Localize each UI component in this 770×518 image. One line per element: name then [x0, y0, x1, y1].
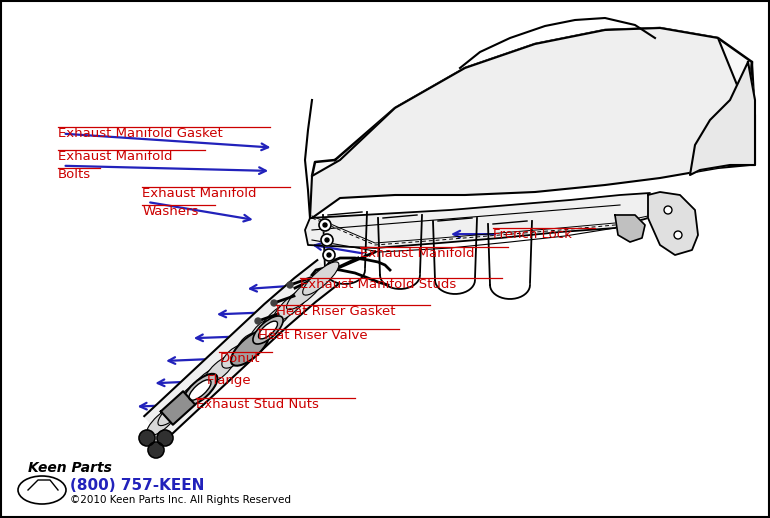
Circle shape: [255, 318, 261, 324]
Polygon shape: [310, 28, 755, 218]
Polygon shape: [435, 278, 475, 294]
Ellipse shape: [205, 355, 236, 384]
Ellipse shape: [146, 407, 178, 436]
Polygon shape: [144, 260, 339, 440]
Text: Keen Parts: Keen Parts: [28, 461, 112, 475]
Polygon shape: [648, 192, 698, 255]
Text: (800) 757-KEEN: (800) 757-KEEN: [70, 479, 204, 494]
Ellipse shape: [222, 345, 246, 368]
Ellipse shape: [262, 303, 293, 333]
Ellipse shape: [253, 316, 283, 344]
Ellipse shape: [189, 380, 211, 400]
Circle shape: [323, 223, 327, 227]
Ellipse shape: [231, 330, 269, 366]
Text: ©2010 Keen Parts Inc. All Rights Reserved: ©2010 Keen Parts Inc. All Rights Reserve…: [70, 495, 291, 505]
Ellipse shape: [303, 262, 339, 295]
Ellipse shape: [237, 333, 260, 354]
Text: Flange: Flange: [206, 374, 251, 387]
Text: Exhaust Stud Nuts: Exhaust Stud Nuts: [196, 397, 320, 411]
Ellipse shape: [171, 377, 211, 414]
Polygon shape: [312, 28, 752, 186]
Text: Bolts: Bolts: [58, 168, 91, 181]
Text: Exhaust Manifold: Exhaust Manifold: [142, 186, 257, 199]
Circle shape: [321, 234, 333, 246]
Circle shape: [325, 238, 329, 242]
Ellipse shape: [158, 392, 196, 426]
Polygon shape: [380, 273, 420, 289]
Circle shape: [158, 431, 172, 445]
Circle shape: [323, 249, 335, 261]
Text: Heat Riser Valve: Heat Riser Valve: [258, 329, 367, 342]
Polygon shape: [325, 268, 365, 284]
Circle shape: [149, 443, 163, 457]
Text: Exhaust Manifold: Exhaust Manifold: [360, 247, 475, 261]
Circle shape: [271, 300, 277, 306]
Ellipse shape: [182, 374, 217, 406]
Polygon shape: [690, 62, 755, 175]
Text: Washers: Washers: [142, 205, 199, 218]
Circle shape: [319, 219, 331, 231]
Ellipse shape: [259, 321, 277, 339]
Polygon shape: [615, 215, 645, 242]
Ellipse shape: [273, 287, 311, 322]
Text: Exhaust Manifold: Exhaust Manifold: [58, 150, 172, 163]
Circle shape: [140, 431, 154, 445]
Polygon shape: [490, 283, 530, 299]
Circle shape: [664, 206, 672, 214]
Polygon shape: [161, 391, 195, 425]
Circle shape: [327, 253, 331, 257]
Text: Exhaust Manifold Gasket: Exhaust Manifold Gasket: [58, 127, 223, 140]
Text: Donut: Donut: [219, 352, 260, 365]
Ellipse shape: [250, 319, 276, 342]
Circle shape: [287, 282, 293, 288]
Ellipse shape: [187, 366, 224, 399]
Text: Heat Riser Gasket: Heat Riser Gasket: [276, 305, 395, 319]
Ellipse shape: [18, 476, 66, 504]
Circle shape: [674, 231, 682, 239]
Polygon shape: [305, 193, 650, 248]
Text: Exhaust Manifold Studs: Exhaust Manifold Studs: [300, 278, 457, 292]
Ellipse shape: [286, 274, 326, 310]
Text: French Lock: French Lock: [493, 227, 571, 241]
